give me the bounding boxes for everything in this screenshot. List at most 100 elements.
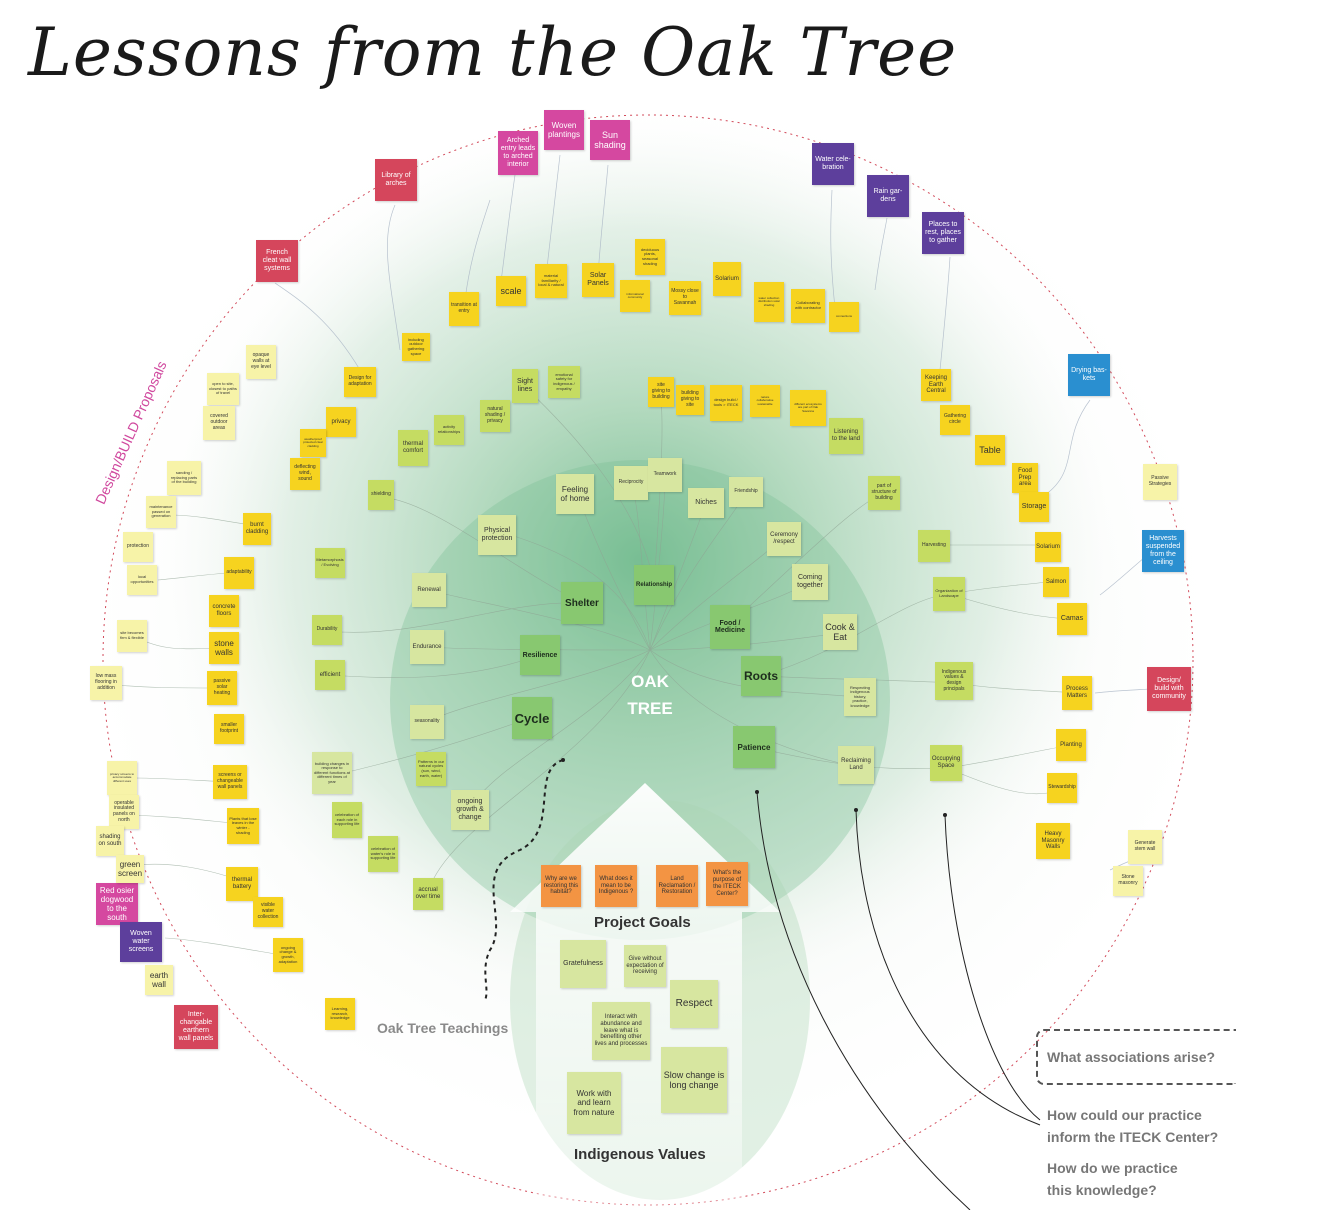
sticky-note: Sight lines — [512, 369, 538, 403]
note-text: Generate stem wall — [1134, 840, 1156, 852]
sticky-note: Coming together — [792, 564, 828, 600]
note-text: Metamorphosis / Evolving — [316, 557, 344, 567]
sticky-note: seasonality — [410, 705, 444, 739]
sticky-note: green screen — [116, 855, 144, 883]
core-label: Patience — [737, 742, 771, 752]
note-text: informational community — [626, 291, 644, 299]
sticky-note: thermal battery — [226, 867, 258, 901]
sticky-note: Salmon — [1043, 567, 1069, 597]
proposal-note: Drying bas- kets — [1068, 354, 1110, 396]
sticky-note: sanding / replacing parts of the buildin… — [167, 461, 201, 495]
sticky-note: Teamwork — [648, 458, 682, 492]
sticky-note: visible water collection — [253, 897, 283, 927]
note-text: Renewal — [417, 586, 441, 593]
note-text: What's the purpose of the ITECK Center? — [712, 870, 742, 897]
note-text: accrual over time — [415, 887, 441, 900]
indigenous-values-label: Indigenous Values — [574, 1146, 706, 1163]
note-text: different ecosystems are part of Oak Sav… — [794, 401, 822, 413]
note-text: nature collaborative sustainable — [756, 394, 774, 406]
note-text: Process Matters — [1066, 686, 1088, 699]
oak-tree-center: OAK TREE — [600, 668, 700, 722]
core-label: Roots — [744, 669, 778, 683]
sticky-note: thermal comfort — [398, 430, 428, 466]
note-text: ongoing growth & change — [456, 797, 484, 822]
note-text: Woven water screens — [128, 929, 154, 954]
note-text: Places to rest, places to gather — [925, 220, 961, 245]
sticky-note: Mossy close to Savannah — [669, 281, 701, 315]
note-text: opaque walls at eye level — [251, 352, 271, 370]
note-text: Rain gar- dens — [873, 187, 903, 203]
sticky-note: building giving to site — [676, 385, 704, 415]
note-text: burnt cladding — [245, 522, 269, 535]
sticky-note: informational community — [620, 280, 650, 312]
sticky-note: Process Matters — [1062, 676, 1092, 710]
proposal-note: Red osier dogwood to the south — [96, 883, 138, 925]
proposal-note: French cleat wall systems — [256, 240, 298, 282]
sticky-note: Stewardship — [1047, 773, 1077, 803]
note-text: Solar Panels — [587, 271, 609, 287]
sticky-note: activity relationships — [434, 415, 464, 445]
sticky-note: adaptability — [224, 557, 254, 589]
note-text: Sun shading — [594, 129, 626, 150]
note-text: Arched entry leads to arched interior — [500, 136, 536, 169]
note-text: concrete floors — [212, 604, 236, 617]
note-text: emotional safety for indigenous / empath… — [553, 371, 575, 391]
note-text: building changes in response to differen… — [314, 760, 350, 784]
note-text: material familiarity / local & natural — [538, 273, 564, 288]
proposal-note: Harvests suspended from the ceiling — [1142, 530, 1184, 572]
note-text: building giving to site — [680, 390, 700, 408]
sticky-note: celebration of water's role in supportin… — [368, 836, 398, 872]
note-text: natural shading / privacy — [484, 406, 506, 424]
sticky-note: connections — [829, 302, 859, 332]
sticky-note: Plants that lose leaves in the winter - … — [227, 808, 259, 844]
note-text: Water cele- bration — [815, 155, 851, 171]
core-label: Shelter — [565, 597, 599, 609]
question-knowledge-line-2: this knowledge? — [1047, 1182, 1157, 1198]
sticky-note: Keeping Earth Central — [921, 369, 951, 401]
core-food-medicine: Food / Medicine — [710, 605, 750, 649]
note-text: Ceremony /respect — [770, 532, 798, 545]
sticky-note: transition at entry — [449, 292, 479, 326]
note-text: Red osier dogwood to the south — [99, 885, 135, 923]
sticky-note: Physical protection — [478, 515, 516, 555]
note-text: Teamwork — [653, 471, 677, 478]
sticky-note: local opportunities — [127, 565, 157, 595]
note-text: ongoing change & growth, adaptation — [278, 944, 298, 964]
note-text: Harvesting — [922, 542, 946, 549]
note-text: adaptability — [226, 569, 252, 576]
note-text: Woven plantings — [547, 120, 581, 139]
proposal-note: Places to rest, places to gather — [922, 212, 964, 254]
sticky-note: Cook & Eat — [823, 614, 857, 650]
sticky-note: protection — [123, 532, 153, 562]
sticky-note: Occupying Space — [930, 745, 962, 781]
sticky-note: low mass flooring in addition — [90, 666, 122, 700]
note-text: open to site, closest to paths of travel — [209, 381, 237, 396]
note-text: operable insulated panels on north — [113, 799, 135, 823]
sticky-note: Food Prep area — [1012, 463, 1038, 493]
value-note: Gratefulness — [560, 940, 606, 988]
sticky-note: Learning, research, knowledge — [325, 998, 355, 1030]
design-build-circle — [102, 114, 1194, 1206]
sticky-note: Metamorphosis / Evolving — [315, 548, 345, 578]
sticky-note: Gathering circle — [940, 405, 970, 435]
note-text: Mossy close to Savannah — [671, 288, 699, 306]
value-note: Work with and learn from nature — [567, 1072, 621, 1134]
sticky-note: opaque walls at eye level — [246, 345, 276, 379]
question-knowledge-line-1: How do we practice — [1047, 1160, 1178, 1176]
note-text: Slow change is long change — [663, 1069, 725, 1090]
core-label: Cycle — [514, 710, 550, 726]
note-text: stone walls — [214, 638, 234, 657]
note-text: Feeling of home — [560, 484, 590, 503]
note-text: Endurance — [412, 643, 442, 650]
sticky-note: Organization of Landscape — [933, 577, 965, 611]
core-cycle: Cycle — [512, 697, 552, 739]
sticky-note: Niches — [688, 488, 724, 518]
sticky-note: ongoing growth & change — [451, 790, 489, 830]
sticky-note: Table — [975, 435, 1005, 465]
note-text: Occupying Space — [931, 756, 961, 769]
note-text: Give without expectation of receiving — [626, 955, 664, 976]
proposal-note: Water cele- bration — [812, 143, 854, 185]
proposal-note: Woven plantings — [544, 110, 584, 150]
sticky-note: site giving to building — [648, 377, 674, 407]
note-text: deciduous plants, seasonal shading — [640, 246, 660, 266]
